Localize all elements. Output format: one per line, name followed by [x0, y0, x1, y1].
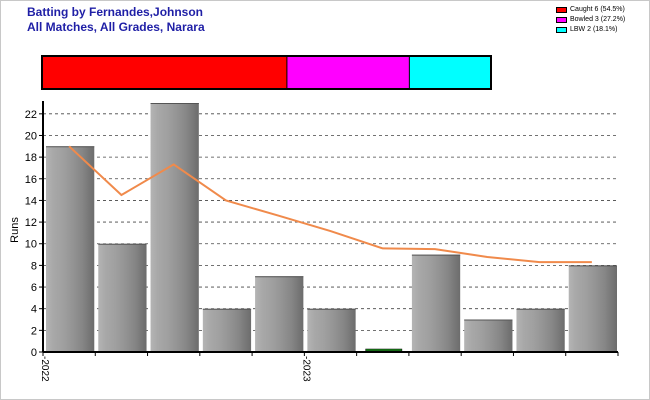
bar-3 — [202, 308, 252, 352]
bar-10 — [568, 265, 617, 352]
dismissal-segment-2 — [409, 56, 491, 89]
x-tick-labels: -2022 -2023 — [39, 352, 619, 382]
legend-item-bowled: Bowled 3 (27.2%) — [556, 15, 625, 25]
y-tick-labels: 0 2 4 6 8 10 12 14 16 18 20 22 — [25, 109, 43, 359]
bar-0 — [46, 146, 95, 352]
y-tick-label-20: 20 — [25, 130, 37, 142]
legend-item-lbw: LBW 2 (18.1%) — [556, 25, 625, 35]
axes — [42, 101, 618, 353]
y-tick-label-6: 6 — [31, 282, 37, 294]
bar-1 — [98, 243, 147, 352]
bar-2 — [150, 103, 199, 352]
bar-9 — [516, 308, 565, 352]
bars — [46, 103, 617, 352]
bar-7 — [411, 254, 461, 352]
y-tick-label-2: 2 — [31, 325, 37, 337]
y-tick-label-18: 18 — [25, 152, 37, 164]
chart-title-line1: Batting by Fernandes,Johnson — [27, 5, 204, 19]
chart-title-line2: All Matches, All Grades, Narara — [27, 20, 205, 34]
dismissal-segment-1 — [286, 56, 410, 89]
y-tick-label-8: 8 — [31, 260, 37, 272]
bar-5 — [307, 308, 356, 352]
bar-8 — [464, 319, 513, 352]
y-tick-label-12: 12 — [25, 217, 37, 229]
bar-6 — [365, 348, 403, 352]
legend-item-caught: Caught 6 (54.5%) — [556, 5, 625, 15]
legend-label-bowled: Bowled 3 (27.2%) — [570, 16, 626, 23]
y-tick-label-10: 10 — [25, 239, 37, 251]
legend: Caught 6 (54.5%) Bowled 3 (27.2%) LBW 2 … — [556, 5, 625, 35]
dismissal-bar — [41, 55, 492, 90]
legend-swatch-bowled — [556, 17, 567, 23]
y-tick-label-16: 16 — [25, 174, 37, 186]
running-average-line — [68, 145, 592, 264]
y-tick-label-0: 0 — [31, 347, 37, 359]
legend-swatch-caught — [556, 7, 567, 13]
bar-4 — [255, 276, 304, 352]
legend-label-caught: Caught 6 (54.5%) — [570, 6, 625, 13]
running-average-polyline — [68, 145, 592, 264]
y-tick-label-22: 22 — [25, 109, 37, 121]
x-tick-label-2022: -2022 — [39, 356, 50, 382]
legend-swatch-lbw — [556, 27, 567, 33]
dismissal-bar-border — [41, 55, 492, 90]
y-tick-label-14: 14 — [25, 195, 37, 207]
x-tick-label-2023: -2023 — [301, 356, 312, 382]
dismissal-segment-0 — [42, 56, 287, 89]
legend-label-lbw: LBW 2 (18.1%) — [570, 26, 618, 33]
y-tick-label-4: 4 — [31, 304, 37, 316]
y-axis-label: Runs — [9, 217, 21, 243]
